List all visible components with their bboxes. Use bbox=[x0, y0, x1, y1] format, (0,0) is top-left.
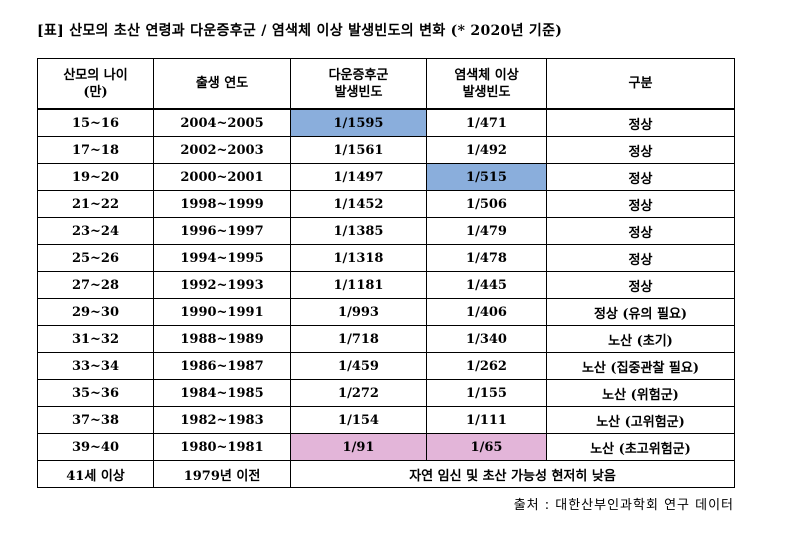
cell-down-syndrome: 1/459 bbox=[290, 352, 427, 380]
table-row: 27~28 1992~1993 1/1181 1/445 정상 bbox=[37, 271, 735, 299]
cell-age: 15~16 bbox=[37, 108, 154, 137]
cell-birth-year: 1979년 이전 bbox=[153, 460, 291, 488]
cell-birth-year: 2004~2005 bbox=[153, 108, 291, 137]
cell-note: 자연 임신 및 초산 가능성 현저히 낮음 bbox=[290, 460, 735, 488]
cell-category: 정상 bbox=[546, 163, 735, 191]
header-age: 산모의 나이 (만) bbox=[37, 58, 154, 110]
header-chromosome-label: 염색체 이상 발생빈도 bbox=[454, 67, 519, 100]
cell-chromosome: 1/262 bbox=[426, 352, 547, 380]
table-row: 23~24 1996~1997 1/1385 1/479 정상 bbox=[37, 217, 735, 245]
cell-age: 29~30 bbox=[37, 298, 154, 326]
cell-chromosome: 1/478 bbox=[426, 244, 547, 272]
cell-birth-year: 1988~1989 bbox=[153, 325, 291, 353]
cell-chromosome: 1/111 bbox=[426, 406, 547, 434]
table-row-last: 41세 이상 1979년 이전 자연 임신 및 초산 가능성 현저히 낮음 bbox=[37, 460, 735, 488]
cell-chromosome: 1/479 bbox=[426, 217, 547, 245]
cell-down-syndrome: 1/1497 bbox=[290, 163, 427, 191]
cell-birth-year: 1986~1987 bbox=[153, 352, 291, 380]
cell-age: 35~36 bbox=[37, 379, 154, 407]
cell-category: 노산 (고위험군) bbox=[546, 406, 735, 434]
header-down-syndrome: 다운증후군 발생빈도 bbox=[290, 58, 427, 110]
table-title: [표] 산모의 초산 연령과 다운증후군 / 염색체 이상 발생빈도의 변화 (… bbox=[37, 23, 563, 39]
cell-down-syndrome: 1/154 bbox=[290, 406, 427, 434]
cell-age: 37~38 bbox=[37, 406, 154, 434]
cell-category: 노산 (초기) bbox=[546, 325, 735, 353]
cell-birth-year: 1998~1999 bbox=[153, 190, 291, 218]
cell-birth-year: 1990~1991 bbox=[153, 298, 291, 326]
cell-birth-year: 1994~1995 bbox=[153, 244, 291, 272]
cell-category: 노산 (초고위험군) bbox=[546, 433, 735, 461]
cell-birth-year: 2000~2001 bbox=[153, 163, 291, 191]
cell-age: 23~24 bbox=[37, 217, 154, 245]
cell-chromosome: 1/340 bbox=[426, 325, 547, 353]
table-row: 21~22 1998~1999 1/1452 1/506 정상 bbox=[37, 190, 735, 218]
table-body: 15~16 2004~2005 1/1595 1/471 정상 17~18 2002~200… bbox=[37, 108, 735, 461]
cell-category: 정상 bbox=[546, 190, 735, 218]
cell-chromosome: 1/515 bbox=[426, 163, 547, 191]
cell-category: 정상 bbox=[546, 136, 735, 164]
cell-category: 정상 bbox=[546, 271, 735, 299]
cell-down-syndrome: 1/1385 bbox=[290, 217, 427, 245]
cell-down-syndrome: 1/1561 bbox=[290, 136, 427, 164]
cell-chromosome: 1/471 bbox=[426, 108, 547, 137]
cell-birth-year: 1984~1985 bbox=[153, 379, 291, 407]
table-row: 37~38 1982~1983 1/154 1/111 노산 (고위험군) bbox=[37, 406, 735, 434]
cell-birth-year: 1992~1993 bbox=[153, 271, 291, 299]
cell-down-syndrome: 1/1318 bbox=[290, 244, 427, 272]
cell-chromosome: 1/406 bbox=[426, 298, 547, 326]
cell-category: 정상 bbox=[546, 244, 735, 272]
cell-age: 41세 이상 bbox=[37, 460, 154, 488]
cell-birth-year: 1996~1997 bbox=[153, 217, 291, 245]
cell-down-syndrome: 1/91 bbox=[290, 433, 427, 461]
table-row: 35~36 1984~1985 1/272 1/155 노산 (위험군) bbox=[37, 379, 735, 407]
cell-down-syndrome: 1/718 bbox=[290, 325, 427, 353]
cell-birth-year: 1980~1981 bbox=[153, 433, 291, 461]
header-age-label: 산모의 나이 (만) bbox=[63, 67, 128, 100]
cell-down-syndrome: 1/1452 bbox=[290, 190, 427, 218]
cell-category: 정상 bbox=[546, 217, 735, 245]
cell-age: 17~18 bbox=[37, 136, 154, 164]
cell-down-syndrome: 1/272 bbox=[290, 379, 427, 407]
table-row: 29~30 1990~1991 1/993 1/406 정상 (유의 필요) bbox=[37, 298, 735, 326]
header-birth-year: 출생 연도 bbox=[153, 58, 291, 110]
table-row: 15~16 2004~2005 1/1595 1/471 정상 bbox=[37, 108, 735, 137]
cell-chromosome: 1/445 bbox=[426, 271, 547, 299]
cell-category: 정상 (유의 필요) bbox=[546, 298, 735, 326]
table-row: 17~18 2002~2003 1/1561 1/492 정상 bbox=[37, 136, 735, 164]
cell-chromosome: 1/506 bbox=[426, 190, 547, 218]
table-row: 33~34 1986~1987 1/459 1/262 노산 (집중관찰 필요) bbox=[37, 352, 735, 380]
source-note: 출처 : 대한산부인과학회 연구 데이터 bbox=[513, 498, 734, 513]
header-category-label: 구분 bbox=[628, 76, 653, 91]
cell-down-syndrome: 1/1595 bbox=[290, 108, 427, 137]
header-chromosome: 염색체 이상 발생빈도 bbox=[426, 58, 547, 110]
cell-down-syndrome: 1/1181 bbox=[290, 271, 427, 299]
table-row: 39~40 1980~1981 1/91 1/65 노산 (초고위험군) bbox=[37, 433, 735, 461]
cell-age: 39~40 bbox=[37, 433, 154, 461]
cell-age: 21~22 bbox=[37, 190, 154, 218]
cell-category: 정상 bbox=[546, 108, 735, 137]
table-header-row: 산모의 나이 (만) 출생 연도 다운증후군 발생빈도 염색체 이상 발생빈도 … bbox=[37, 58, 735, 110]
frequency-table: 산모의 나이 (만) 출생 연도 다운증후군 발생빈도 염색체 이상 발생빈도 … bbox=[37, 58, 735, 488]
cell-chromosome: 1/155 bbox=[426, 379, 547, 407]
cell-category: 노산 (위험군) bbox=[546, 379, 735, 407]
cell-chromosome: 1/492 bbox=[426, 136, 547, 164]
cell-birth-year: 2002~2003 bbox=[153, 136, 291, 164]
cell-age: 25~26 bbox=[37, 244, 154, 272]
cell-down-syndrome: 1/993 bbox=[290, 298, 427, 326]
cell-chromosome: 1/65 bbox=[426, 433, 547, 461]
header-birth-year-label: 출생 연도 bbox=[195, 76, 249, 91]
table-row: 31~32 1988~1989 1/718 1/340 노산 (초기) bbox=[37, 325, 735, 353]
cell-birth-year: 1982~1983 bbox=[153, 406, 291, 434]
cell-age: 33~34 bbox=[37, 352, 154, 380]
cell-category: 노산 (집중관찰 필요) bbox=[546, 352, 735, 380]
header-category: 구분 bbox=[546, 58, 735, 110]
cell-age: 31~32 bbox=[37, 325, 154, 353]
header-down-syndrome-label: 다운증후군 발생빈도 bbox=[328, 67, 389, 100]
table-row: 19~20 2000~2001 1/1497 1/515 정상 bbox=[37, 163, 735, 191]
table-row: 25~26 1994~1995 1/1318 1/478 정상 bbox=[37, 244, 735, 272]
cell-age: 27~28 bbox=[37, 271, 154, 299]
cell-age: 19~20 bbox=[37, 163, 154, 191]
